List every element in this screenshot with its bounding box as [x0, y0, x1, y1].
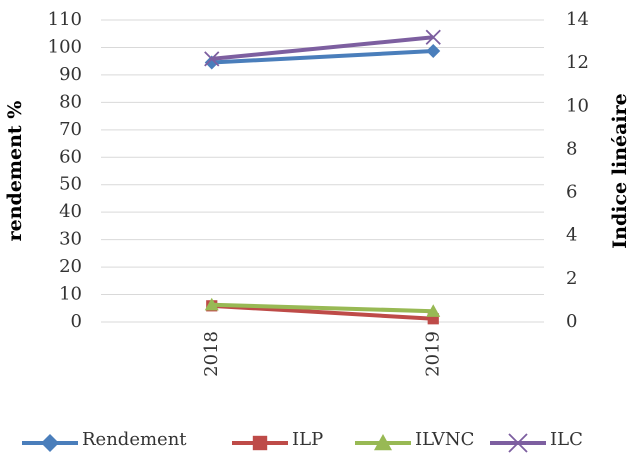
y2-tick-label: 6 [566, 182, 577, 203]
series-line [211, 49, 434, 65]
series-line [211, 35, 434, 61]
legend-label: ILC [550, 429, 583, 450]
data-point [204, 297, 219, 311]
y2-tick-label: 0 [566, 311, 577, 332]
y2-tick-label: 4 [566, 225, 577, 246]
series-line [211, 302, 434, 314]
y2-axis-title: Indice linéaire [609, 93, 631, 248]
y2-tick-label: 8 [566, 138, 577, 159]
data-point [426, 44, 441, 59]
y-tick-label: 100 [48, 36, 82, 57]
data-point [426, 304, 441, 317]
legend-label: ILP [292, 429, 323, 450]
x-tick-label: 2018 [201, 331, 222, 377]
legend-label: ILVNC [415, 429, 474, 450]
x-tick-label: 2019 [422, 331, 443, 377]
legend-label: Rendement [82, 429, 187, 450]
y-tick-label: 60 [59, 146, 82, 167]
data-point [425, 29, 441, 45]
data-point [204, 51, 220, 67]
y-tick-label: 50 [59, 174, 82, 195]
legend-marker [374, 434, 392, 451]
y2-tick-label: 12 [566, 52, 589, 73]
legend-marker [252, 435, 268, 451]
series-line [211, 303, 434, 321]
y-tick-label: 0 [71, 311, 82, 332]
legend-marker [41, 434, 59, 452]
y-tick-label: 30 [59, 229, 82, 250]
y-axis-title: rendement % [4, 101, 26, 242]
y2-tick-label: 2 [566, 268, 577, 289]
y2-tick-label: 10 [566, 95, 589, 116]
y-tick-label: 90 [59, 64, 82, 85]
y2-tick-label: 14 [566, 9, 589, 30]
legend-marker [508, 433, 528, 453]
y-tick-label: 10 [59, 284, 82, 305]
y-tick-label: 80 [59, 91, 82, 112]
y-tick-label: 110 [48, 9, 82, 30]
y-tick-label: 20 [59, 256, 82, 277]
data-point [427, 313, 439, 325]
y-tick-label: 70 [59, 119, 82, 140]
y-tick-label: 40 [59, 201, 82, 222]
